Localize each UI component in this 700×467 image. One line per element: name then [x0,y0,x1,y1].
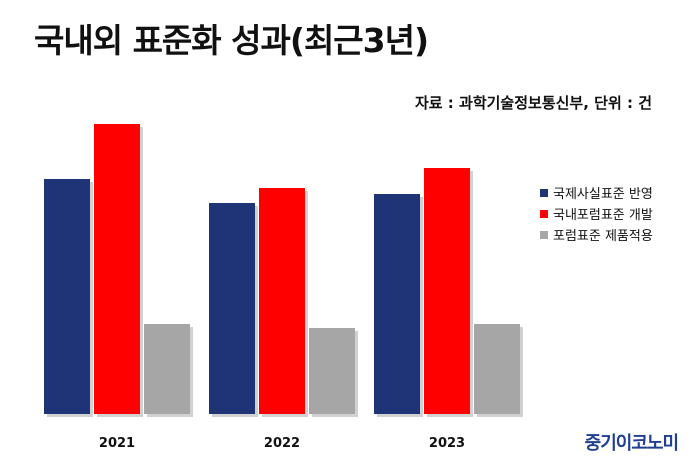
legend-item-2: 포럼표준 제품적용 [540,224,653,245]
bar-2021-series-0 [44,179,90,414]
bar-2022-series-1 [259,188,305,414]
x-tick-label-2023: 2023 [429,436,465,451]
bar-2022-series-0 [209,203,255,414]
legend-item-1: 국내포럼표준 개발 [540,203,653,224]
legend-swatch [540,209,548,218]
bar-2022-series-2 [309,328,355,414]
legend-swatch [540,230,548,239]
bar-2023-series-1 [424,168,470,414]
source-note: 자료 : 과학기술정보통신부, 단위 : 건 [414,94,652,112]
x-tick-label-2022: 2022 [264,436,300,451]
legend-swatch [540,188,548,197]
publisher-logo: 중기이코노미 [584,433,679,454]
bar-2021-series-1 [94,124,140,414]
chart-title: 국내외 표준화 성과(최근3년) [34,21,429,60]
legend-item-0: 국제사실표준 반영 [540,182,653,203]
x-tick-label-2021: 2021 [99,436,135,451]
bar-2023-series-2 [474,324,520,414]
legend-label: 국내포럼표준 개발 [553,208,653,223]
bar-2021-series-2 [144,324,190,414]
bar-2023-series-0 [374,194,420,414]
legend-label: 포럼표준 제품적용 [553,229,653,244]
legend-label: 국제사실표준 반영 [553,187,653,202]
